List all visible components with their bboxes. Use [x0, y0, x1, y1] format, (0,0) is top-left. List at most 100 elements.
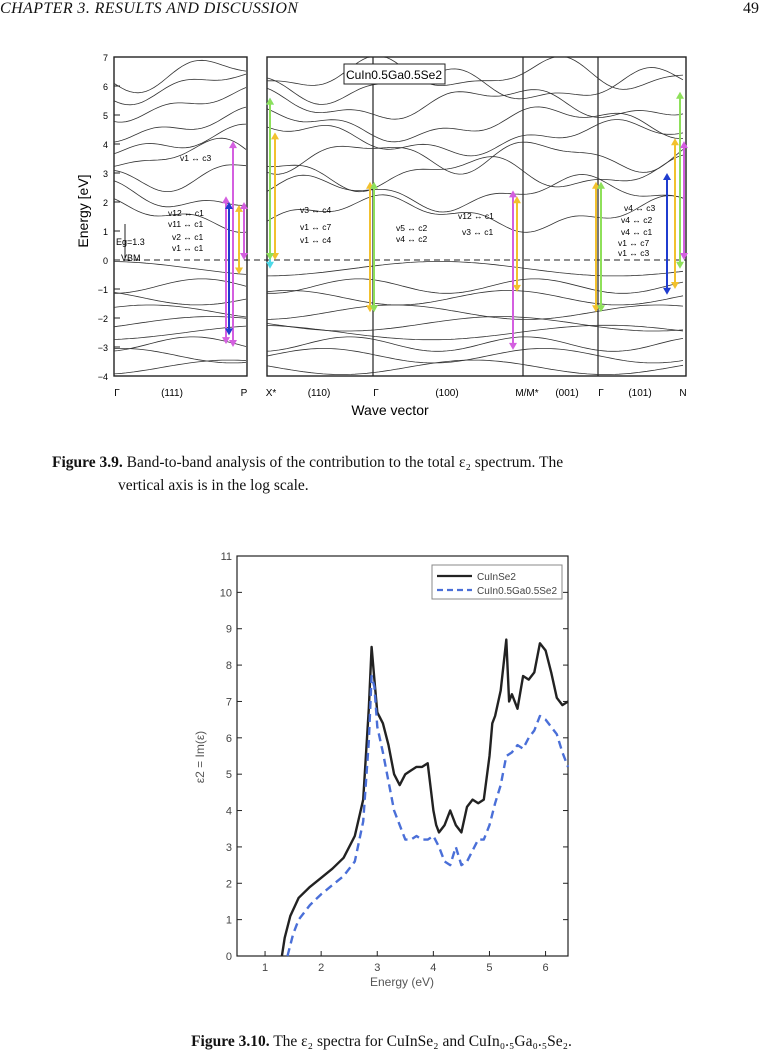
ytick-label: −4	[98, 372, 108, 382]
legend-box	[431, 564, 563, 600]
band-line	[266, 290, 684, 306]
figure-3-9-caption-line2: vertical axis is in the log scale.	[118, 477, 309, 494]
ytick-label: 7	[103, 53, 108, 63]
chart-ylabel: ε2 = Im(ε)	[193, 731, 207, 783]
arrowhead-down	[676, 261, 684, 269]
series-line-0	[280, 638, 569, 957]
band-line	[266, 194, 684, 233]
band-line	[266, 324, 684, 341]
kpoint-label: (110)	[308, 388, 331, 399]
y-tick-label: 10	[220, 587, 232, 599]
arrowhead-up	[597, 181, 605, 189]
arrowhead-down	[240, 253, 248, 260]
band-line	[266, 359, 684, 375]
transition-label: v4 ↔ c1	[621, 227, 652, 237]
legend-label: CuInSe2	[477, 572, 516, 583]
arrowhead-down	[235, 267, 243, 275]
band-line	[113, 198, 247, 233]
transition-label: v1 ↔ c1	[172, 243, 203, 253]
arrowhead-up	[266, 97, 274, 105]
arrowhead-up	[225, 202, 233, 209]
arrowhead-up	[509, 190, 517, 198]
band-line	[266, 141, 684, 175]
running-header: CHAPTER 3. RESULTS AND DISCUSSION	[0, 0, 299, 17]
ytick-label: 1	[103, 227, 108, 237]
kpoint-label: X*	[266, 388, 277, 399]
kpoint-label: N	[679, 388, 686, 399]
kpoint-label: (101)	[628, 388, 651, 399]
kpoint-label: Γ	[114, 388, 120, 399]
y-tick-label: 11	[221, 551, 232, 563]
band-line	[113, 359, 247, 375]
band-line	[266, 348, 684, 364]
x-tick-label: 4	[430, 962, 436, 974]
transition-label: v5 ↔ c2	[396, 223, 427, 233]
arrowhead-down	[266, 261, 274, 269]
band-line	[113, 59, 247, 94]
arrowhead-down	[509, 342, 517, 350]
compound-label: CuIn0.5Ga0.5Se2	[346, 68, 442, 82]
arrowhead-up	[235, 204, 243, 212]
figure-3-10-label: Figure 3.10.	[191, 1033, 270, 1050]
arrowhead-up	[680, 141, 688, 149]
arrowhead-down	[663, 287, 671, 295]
ytick-label: 4	[103, 140, 108, 150]
band-line	[113, 348, 247, 364]
series-line-1	[286, 674, 570, 957]
band-structure-figure: 7 6 5 4 3 2 1 0 −1 −2 −3 −4 Γ (111) P X* (110) Γ (100) M/M*…	[75, 53, 688, 418]
band-line	[266, 154, 684, 193]
kpoint-label: M/M*	[515, 388, 538, 399]
transition-label: v3 ↔ c1	[462, 227, 493, 237]
kpoint-label: P	[241, 388, 248, 399]
transition-label: v2 ↔ c1	[172, 232, 203, 242]
transition-label: v1 ↔ c7	[618, 238, 649, 248]
band-line	[113, 316, 247, 328]
arrowhead-down	[671, 282, 679, 289]
band-line	[113, 164, 247, 192]
transition-label: v4 ↔ c2	[396, 234, 427, 244]
figure-3-9-label: Figure 3.9.	[52, 454, 123, 471]
transition-label: v11 ↔ c1	[168, 219, 204, 229]
arrowhead-up	[271, 132, 279, 140]
y-tick-label: 6	[226, 733, 232, 745]
x-tick-label: 1	[262, 962, 268, 974]
transition-label: v4 ↔ c3	[624, 203, 655, 213]
chart-xlabel: Energy (eV)	[370, 975, 434, 989]
band-ylabel: Energy [eV]	[75, 174, 91, 247]
figure-3-10-caption-text: The ε₂ spectra for CuInSe₂ and CuIn₀.₅Ga…	[273, 1033, 572, 1050]
band-line	[113, 87, 247, 123]
y-tick-label: 7	[226, 696, 232, 708]
band-line	[267, 278, 684, 294]
arrowhead-down	[680, 253, 688, 260]
arrowhead-up	[513, 196, 521, 204]
band-line	[267, 56, 684, 90]
eg-label: Eg=1.3	[116, 237, 145, 247]
band-line	[266, 119, 684, 157]
ytick-label: 6	[103, 82, 108, 92]
band-xlabel: Wave vector	[351, 402, 429, 418]
legend-label: CuIn0.5Ga0.5Se2	[477, 586, 557, 597]
transition-label: v4 ↔ c2	[621, 215, 652, 225]
y-tick-label: 5	[226, 769, 232, 781]
ytick-label: −1	[98, 285, 108, 295]
chart-frame	[236, 555, 569, 957]
ytick-label: 2	[103, 198, 108, 208]
band-line	[113, 123, 247, 155]
band-line	[113, 106, 247, 143]
arrowhead-down	[266, 253, 274, 260]
arrowhead-down	[225, 328, 233, 336]
band-line	[113, 137, 247, 167]
arrowhead-down	[597, 305, 605, 313]
band-line	[266, 67, 684, 105]
kpoint-label: Γ	[598, 388, 604, 399]
transition-label: v1 ↔ c7	[300, 222, 331, 232]
y-tick-label: 9	[226, 624, 232, 636]
kpoint-label: (111)	[161, 388, 183, 399]
figure-3-10-caption: Figure 3.10. The ε₂ spectra for CuInSe₂ …	[0, 1031, 763, 1053]
band-line	[266, 87, 684, 120]
transition-label: v12 ↔ c1	[458, 211, 494, 221]
kpoint-label: (001)	[555, 388, 578, 399]
y-tick-label: 1	[226, 915, 232, 927]
band-line	[113, 261, 247, 275]
arrowhead-down	[229, 340, 237, 347]
